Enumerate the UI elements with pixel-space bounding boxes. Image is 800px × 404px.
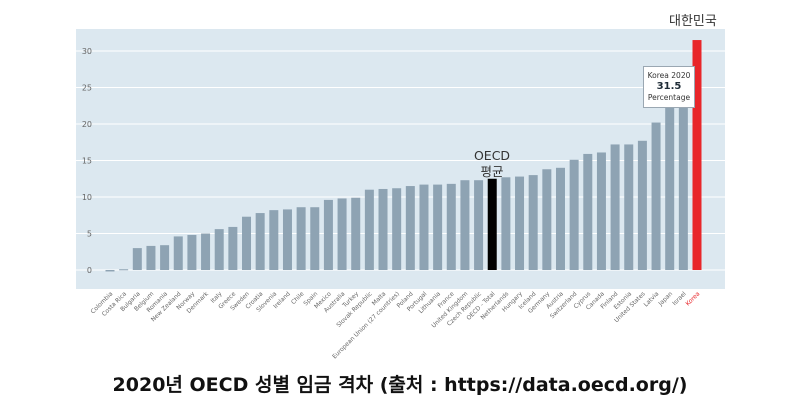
bar-bulgaria[interactable] xyxy=(132,248,142,270)
bar-poland[interactable] xyxy=(405,186,415,270)
bar-italy[interactable] xyxy=(214,229,224,270)
bar-malta[interactable] xyxy=(378,188,388,270)
bar-united-states[interactable] xyxy=(637,140,647,270)
tooltip-title: Korea 2020 xyxy=(647,71,691,80)
bar-switzerland[interactable] xyxy=(569,159,579,270)
bar-finland[interactable] xyxy=(610,144,620,270)
y-tick-label: 25 xyxy=(82,84,92,93)
oecd-label-line2: 평균 xyxy=(480,164,504,179)
y-axis: 0 5 10 15 20 25 30 xyxy=(82,47,92,275)
oecd-average-label: OECD 평균 xyxy=(470,148,514,180)
bar-portugal[interactable] xyxy=(419,184,429,270)
bar-united-kingdom[interactable] xyxy=(460,180,470,270)
bar-germany[interactable] xyxy=(542,169,552,270)
bar-oecd-total[interactable] xyxy=(487,178,497,270)
y-tick-label: 20 xyxy=(82,120,92,129)
bar-european-union-27-countries-[interactable] xyxy=(392,188,402,270)
bar-greece[interactable] xyxy=(228,226,238,270)
bar-estonia[interactable] xyxy=(624,144,634,270)
bar-israel[interactable] xyxy=(678,102,688,270)
bar-new-zealand[interactable] xyxy=(173,236,183,270)
y-tick-label: 15 xyxy=(82,157,92,166)
bar-slovak-republic[interactable] xyxy=(364,189,374,270)
bars xyxy=(105,40,702,272)
bar-netherlands[interactable] xyxy=(501,177,511,270)
bar-colombia[interactable] xyxy=(105,270,115,272)
x-tick-label: Korea xyxy=(684,290,701,307)
bar-czech-republic[interactable] xyxy=(474,180,484,270)
bar-latvia[interactable] xyxy=(651,122,661,270)
bar-iceland[interactable] xyxy=(528,175,538,270)
korea-highlight-label: 대한민국 xyxy=(669,14,717,29)
y-tick-label: 30 xyxy=(82,47,92,56)
chart-caption: 2020년 OECD 성별 임금 격차 (출처 : https://data.o… xyxy=(112,374,688,396)
oecd-label-line1: OECD xyxy=(473,148,511,163)
bar-norway[interactable] xyxy=(187,234,197,270)
bar-korea[interactable] xyxy=(692,40,702,270)
y-tick-label: 0 xyxy=(87,266,92,275)
x-tick-label: Japan xyxy=(657,290,675,308)
bar-chile[interactable] xyxy=(296,207,306,270)
y-tick-label: 5 xyxy=(87,230,92,239)
bar-romania[interactable] xyxy=(160,245,170,270)
bar-denmark[interactable] xyxy=(201,233,211,271)
bar-turkey[interactable] xyxy=(351,197,361,270)
tooltip-unit: Percentage xyxy=(647,93,691,102)
bar-australia[interactable] xyxy=(337,198,347,270)
bar-belgium[interactable] xyxy=(146,245,156,270)
bar-hungary[interactable] xyxy=(515,176,525,270)
bar-mexico[interactable] xyxy=(323,199,333,270)
bar-croatia[interactable] xyxy=(255,213,265,270)
tooltip-value: 31.5 xyxy=(656,81,682,92)
bar-costa-rica[interactable] xyxy=(119,269,129,271)
bar-lithuania[interactable] xyxy=(433,184,443,270)
bar-slovenia[interactable] xyxy=(269,210,279,270)
x-tick-label: Latvia xyxy=(643,290,661,308)
bar-spain[interactable] xyxy=(310,207,320,270)
bar-austria[interactable] xyxy=(555,167,565,270)
bar-canada[interactable] xyxy=(596,152,606,270)
bar-sweden[interactable] xyxy=(242,216,252,270)
korea-tooltip: Korea 2020 31.5 Percentage xyxy=(643,66,695,108)
y-tick-label: 10 xyxy=(82,193,92,202)
bar-cyprus[interactable] xyxy=(583,153,593,270)
bar-ireland[interactable] xyxy=(282,209,292,270)
bar-france[interactable] xyxy=(446,183,456,270)
bar-japan[interactable] xyxy=(665,105,675,270)
